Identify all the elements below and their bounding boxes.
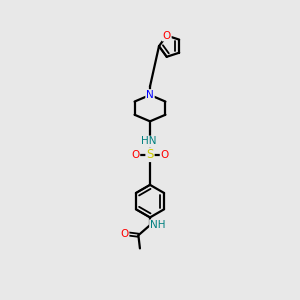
Text: O: O bbox=[160, 150, 169, 160]
Text: NH: NH bbox=[150, 220, 166, 230]
Text: S: S bbox=[146, 148, 154, 161]
Text: HN: HN bbox=[142, 136, 157, 146]
Text: O: O bbox=[163, 31, 171, 40]
Text: N: N bbox=[146, 90, 154, 100]
Text: O: O bbox=[120, 229, 129, 239]
Text: O: O bbox=[131, 150, 140, 160]
